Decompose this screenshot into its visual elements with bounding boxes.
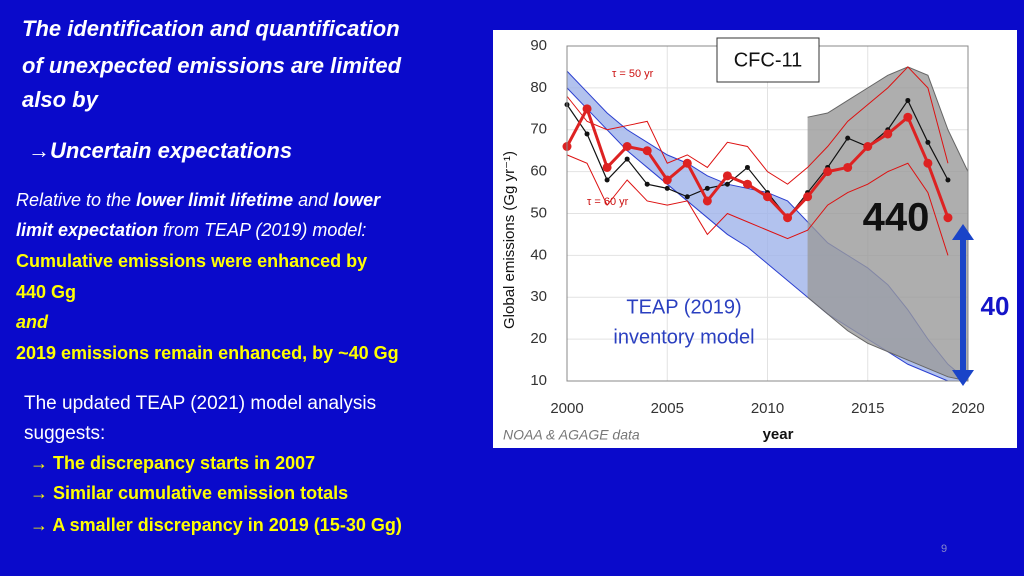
- y-tick-label: 50: [530, 204, 547, 221]
- y-tick-label: 70: [530, 121, 547, 138]
- paragraph-line: Relative to the lower limit lifetime and…: [16, 190, 381, 210]
- data-point: [584, 131, 590, 137]
- title: also by: [22, 87, 100, 112]
- data-point: [803, 192, 813, 202]
- data-point: [664, 185, 670, 191]
- bullet: → The discrepancy starts in 2007: [30, 453, 315, 473]
- data-point: [704, 185, 710, 191]
- annotation: TEAP (2019): [626, 296, 741, 318]
- y-tick-label: 20: [530, 330, 547, 347]
- annotation: τ = 50 yr: [612, 68, 654, 80]
- label-box: [716, 37, 820, 83]
- band-upper: [807, 66, 969, 172]
- y-tick-label: 80: [530, 79, 547, 96]
- x-tick-label: 2005: [651, 400, 684, 417]
- annotation: 40: [981, 291, 1010, 321]
- highlight: 440 Gg: [16, 282, 76, 302]
- y-tick-label: 60: [530, 163, 547, 180]
- band-lower: [566, 87, 968, 382]
- x-tick-label: 2000: [550, 400, 583, 417]
- text: lower limit lifetime: [136, 190, 293, 210]
- data-point: [604, 177, 610, 183]
- paragraph-line: limit expectation from TEAP (2019) model…: [16, 220, 366, 240]
- highlight: Cumulative emissions were enhanced by: [16, 251, 367, 271]
- band-fill: [807, 66, 968, 381]
- x-tick-label: 2010: [751, 400, 784, 417]
- y-tick-label: 30: [530, 288, 547, 305]
- text: from TEAP (2019) model:: [158, 220, 366, 240]
- data-point: [722, 171, 732, 181]
- text: lower: [333, 190, 381, 210]
- x-tick-label: 2020: [951, 400, 984, 417]
- text: limit expectation: [16, 220, 158, 240]
- y-tick-label: 10: [530, 372, 547, 389]
- arrow-head: [952, 370, 974, 386]
- x-axis-label: year: [763, 426, 794, 443]
- data-point: [923, 158, 933, 168]
- update-line: suggests:: [24, 423, 105, 444]
- data-point: [843, 162, 853, 172]
- data-point: [682, 158, 692, 168]
- x-tick-label: 2015: [851, 400, 884, 417]
- y-axis-label: Global emissions (Gg yr⁻¹): [501, 151, 518, 329]
- data-point: [624, 156, 630, 162]
- data-point: [763, 192, 772, 202]
- annotation: 440: [863, 196, 930, 240]
- bullet: → Similar cumulative emission totals: [30, 483, 348, 503]
- label-text: CFC-11: [734, 49, 803, 71]
- title: of unexpected emissions are limited: [22, 53, 402, 78]
- page-number: 9: [941, 543, 947, 555]
- arrow-head: [952, 224, 974, 240]
- bullet: → A smaller discrepancy in 2019 (15-30 G…: [30, 515, 402, 535]
- data-point: [883, 129, 893, 139]
- data-point: [845, 135, 851, 141]
- data-point: [642, 146, 652, 156]
- data-point: [702, 196, 712, 206]
- band-lower: [807, 296, 969, 382]
- data-point: [684, 194, 690, 200]
- source: NOAA & AGAGE data: [503, 427, 640, 443]
- data-point: [622, 142, 632, 151]
- data-point: [905, 97, 911, 103]
- data-point: [823, 167, 833, 177]
- title: The identification and quantification: [22, 16, 400, 41]
- data-point: [644, 181, 650, 187]
- data-point: [742, 179, 752, 189]
- y-tick-label: 40: [530, 246, 547, 263]
- data-point: [945, 177, 951, 183]
- data-point: [903, 112, 913, 122]
- data-point: [925, 139, 931, 145]
- update-line: The updated TEAP (2021) model analysis: [24, 393, 376, 414]
- data-point: [943, 213, 953, 223]
- annotation: τ = 60 yr: [587, 196, 629, 208]
- text: and: [293, 190, 333, 210]
- data-point: [582, 104, 592, 114]
- series-line: [566, 154, 949, 256]
- y-tick-label: 90: [530, 37, 547, 54]
- data-point: [724, 181, 730, 187]
- series-line: [566, 66, 949, 185]
- annotation: inventory model: [613, 326, 754, 348]
- data-point: [783, 213, 793, 223]
- highlight: and: [16, 312, 49, 332]
- data-point: [744, 164, 750, 170]
- data-point: [662, 175, 672, 185]
- subheading: →Uncertain expectations: [28, 138, 292, 163]
- highlight: 2019 emissions remain enhanced, by ~40 G…: [16, 343, 399, 363]
- data-point: [602, 162, 612, 172]
- data-point: [863, 142, 873, 151]
- text: Relative to the: [16, 190, 136, 210]
